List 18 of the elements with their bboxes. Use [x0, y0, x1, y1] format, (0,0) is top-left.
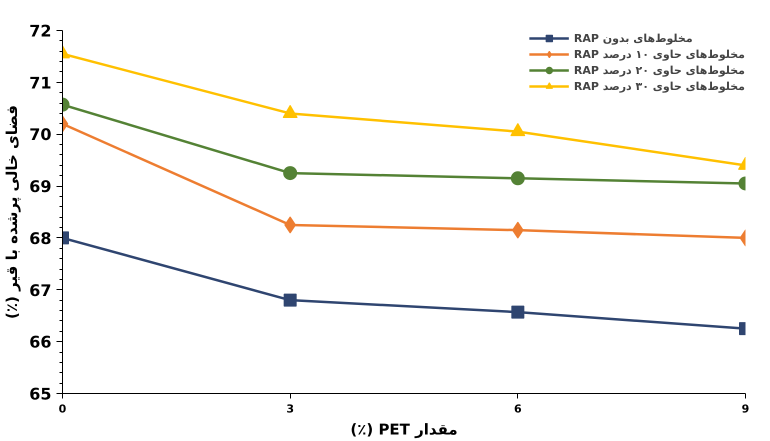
x-axis-title: مقدار PET (٪) [350, 420, 458, 438]
y-tick-label: 69 [29, 177, 52, 196]
y-tick-label: 66 [29, 332, 52, 352]
y-tick-label: 65 [29, 384, 52, 404]
y-tick-label: 71 [29, 73, 52, 92]
y-tick-label: 67 [29, 280, 52, 300]
x-tick-label: 3 [286, 402, 294, 416]
y-axis-title: فضای خالی پرشده با قیر (٪) [3, 105, 22, 319]
legend-label: مخلوط‌های بدون RAP [574, 30, 693, 46]
x-tick-label: 9 [742, 402, 750, 416]
x-tick-label: 0 [58, 402, 67, 416]
y-tick-label: 72 [29, 22, 52, 40]
legend-label: مخلوط‌های حاوی ۲۰ درصد RAP [574, 62, 745, 78]
x-tick-label: 6 [514, 402, 522, 416]
y-tick-label: 68 [29, 228, 52, 248]
legend-label: مخلوط‌های حاوی ۳۰ درصد RAP [574, 78, 745, 94]
y-tick-label: 70 [29, 125, 52, 144]
legend-label: مخلوط‌های حاوی ۱۰ درصد RAP [574, 46, 745, 62]
